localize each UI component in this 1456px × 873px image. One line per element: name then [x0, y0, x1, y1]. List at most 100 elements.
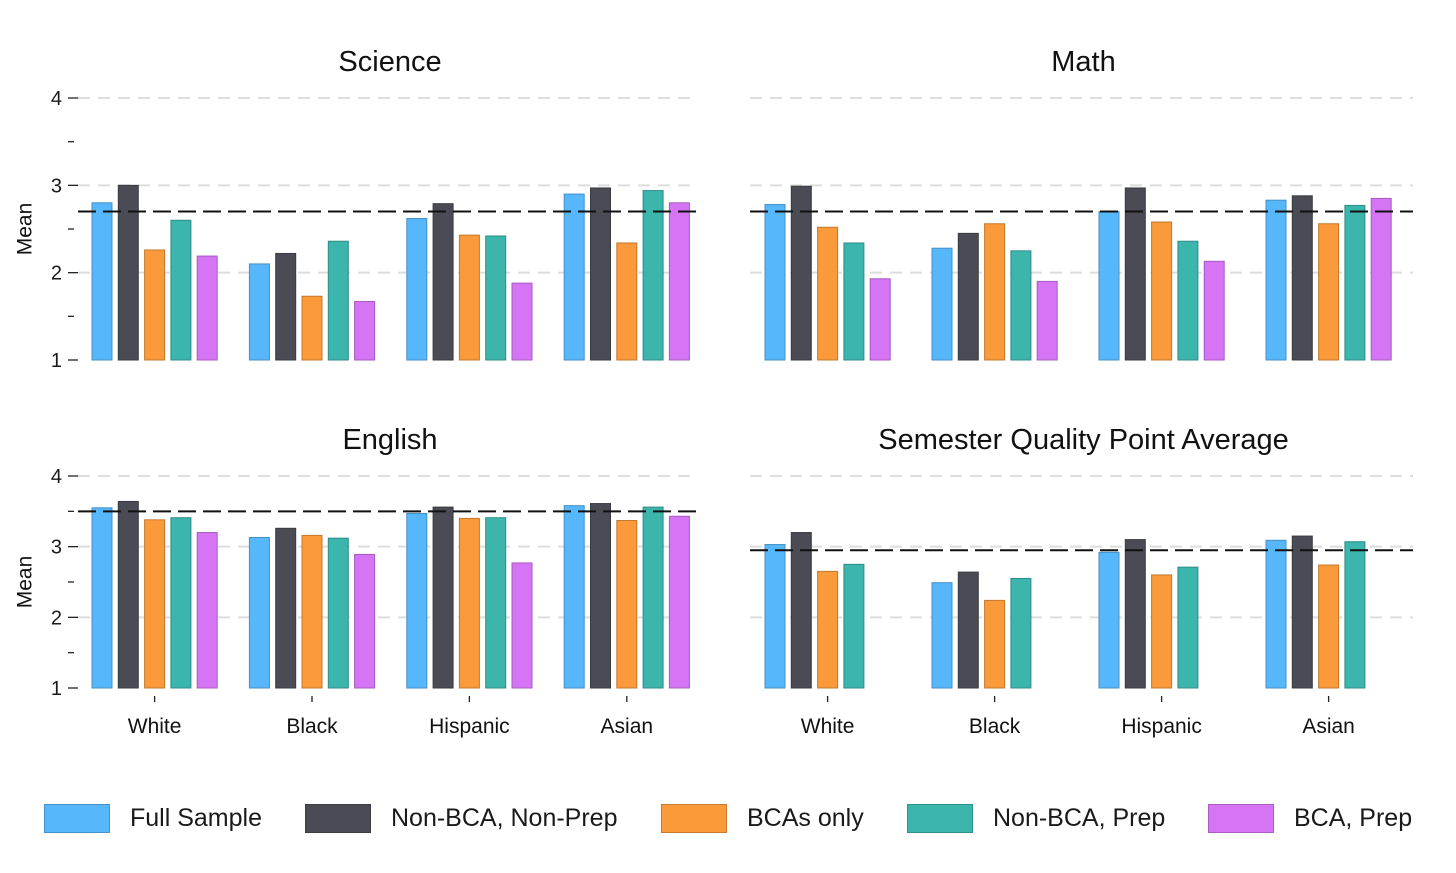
panel-3-xtick-label: Hispanic: [429, 715, 510, 738]
panel-1-bar-bcas-only: [616, 242, 638, 361]
legend-item-full-sample: Full Sample: [44, 790, 262, 846]
panel-4-xtick-label: Hispanic: [1121, 715, 1202, 738]
panel-1-bar-non-bca-prep: [642, 190, 664, 361]
legend-label-bcas-only: BCAs only: [747, 803, 864, 832]
panel-2-bar-non-bca-prep: [1177, 240, 1199, 361]
panel-2-bar-bca-prep: [1203, 260, 1225, 361]
panel-1-bar-non-bca-non-prep: [275, 252, 297, 361]
legend-item-non-bca-non-prep: Non-BCA, Non-Prep: [305, 790, 617, 846]
panel-1-ytick-label: 2: [51, 263, 62, 285]
panel-4-xtick-label: White: [801, 715, 855, 738]
panel-2-bar-non-bca-prep: [1010, 250, 1032, 361]
panel-3-bar-bcas-only: [616, 520, 638, 689]
panel-3-bar-full-sample: [91, 507, 113, 689]
legend-label-non-bca-prep: Non-BCA, Prep: [993, 803, 1166, 832]
panel-1-bar-non-bca-non-prep: [117, 184, 139, 361]
panel-2-bar-full-sample: [764, 204, 786, 361]
panel-1-ytick-label: 1: [51, 350, 62, 372]
panel-2-bar-full-sample: [1265, 199, 1287, 361]
panel-2-title: Math: [1051, 46, 1115, 78]
panel-3-ytick-label: 1: [51, 678, 62, 700]
panel-4-bar-non-bca-non-prep: [790, 532, 812, 689]
panel-2-bar-non-bca-non-prep: [790, 185, 812, 361]
panel-1-ytick-label: 4: [51, 88, 62, 110]
panel-1-bar-bca-prep: [354, 300, 376, 361]
panel-3-bar-non-bca-prep: [485, 517, 507, 689]
panel-2-bar-bcas-only: [984, 223, 1006, 361]
panel-4-bar-full-sample: [931, 582, 953, 689]
panel-3-xtick-label: Black: [286, 715, 338, 738]
panel-2-bar-full-sample: [1098, 211, 1120, 361]
panel-1-ylabel: Mean: [14, 203, 37, 256]
panel-1-bar-bca-prep: [511, 282, 533, 361]
panel-1-title: Science: [338, 46, 441, 78]
panel-4-title: Semester Quality Point Average: [878, 424, 1289, 456]
panel-4-bar-full-sample: [764, 544, 786, 689]
legend-swatch-non-bca-non-prep: [305, 803, 371, 833]
panel-3-bar-non-bca-non-prep: [432, 506, 454, 689]
panel-3-bar-bca-prep: [668, 515, 690, 689]
panel-3-bar-bcas-only: [144, 519, 166, 689]
panel-4-xtick-label: Black: [969, 715, 1021, 738]
panel-1-ytick-label: 3: [51, 175, 62, 197]
panel-3-bar-non-bca-prep: [327, 537, 349, 689]
panel-4-bar-bcas-only: [817, 570, 839, 689]
panel-2-bar-bca-prep: [1370, 197, 1392, 361]
panel-3-bar-bcas-only: [301, 534, 323, 689]
panel-4-bar-non-bca-non-prep: [957, 571, 979, 689]
panel-4-bar-non-bca-prep: [1010, 577, 1032, 689]
panel-3-title: English: [342, 424, 437, 456]
panel-2-bar-non-bca-non-prep: [1124, 187, 1146, 361]
panel-3-ytick-label: 2: [51, 607, 62, 629]
panel-4-bar-bcas-only: [1151, 574, 1173, 689]
legend-label-bca-prep: BCA, Prep: [1294, 803, 1413, 832]
panel-1-bar-non-bca-non-prep: [590, 187, 611, 361]
panel-1-bar-bcas-only: [301, 295, 323, 361]
panel-3-bar-full-sample: [248, 536, 270, 689]
panel-2-bar-bca-prep: [869, 278, 891, 361]
legend: Full Sample Non-BCA, Non-Prep BCAs only …: [0, 790, 1456, 846]
legend-swatch-bcas-only: [661, 803, 727, 833]
panel-3-ytick-label: 3: [51, 537, 62, 559]
panel-3-ylabel: Mean: [14, 556, 37, 609]
legend-label-non-bca-non-prep: Non-BCA, Non-Prep: [391, 803, 618, 832]
panel-4-bar-non-bca-non-prep: [1124, 539, 1146, 689]
panel-2-bar-non-bca-prep: [1344, 204, 1366, 361]
panel-3-xtick-label: White: [128, 715, 182, 738]
panel-3-bar-bca-prep: [511, 562, 533, 689]
legend-swatch-non-bca-prep: [907, 803, 973, 833]
panel-3-xtick-label: Asian: [601, 715, 654, 738]
panel-2-bar-bca-prep: [1036, 280, 1058, 361]
panel-3-bar-non-bca-non-prep: [275, 527, 297, 689]
panel-2-bar-bcas-only: [1318, 223, 1340, 361]
legend-item-bca-prep: BCA, Prep: [1208, 790, 1412, 846]
legend-item-non-bca-prep: Non-BCA, Prep: [907, 790, 1165, 846]
panel-4-bar-bcas-only: [984, 599, 1006, 689]
panel-2-bar-non-bca-non-prep: [957, 232, 979, 361]
panel-4-xtick-label: Asian: [1302, 715, 1355, 738]
panel-3-bar-full-sample: [406, 512, 428, 689]
panel-1-bar-non-bca-non-prep: [432, 203, 454, 361]
panel-2-bar-full-sample: [931, 247, 953, 361]
panel-4-bar-non-bca-non-prep: [1291, 535, 1313, 689]
panel-4-bar-non-bca-prep: [1177, 566, 1199, 689]
panel-2-bar-bcas-only: [817, 226, 839, 361]
panel-3-ytick-label: 4: [51, 466, 62, 488]
panel-4-bar-bcas-only: [1318, 564, 1340, 689]
panel-4-bar-non-bca-prep: [843, 563, 865, 689]
panel-1-bar-full-sample: [406, 218, 428, 361]
legend-label-full-sample: Full Sample: [130, 803, 262, 832]
panel-2-bar-bcas-only: [1151, 221, 1173, 361]
panel-1-bar-bca-prep: [668, 202, 690, 361]
panel-1-bar-bcas-only: [458, 234, 480, 361]
panel-4-bar-full-sample: [1098, 551, 1120, 689]
panel-4-bar-full-sample: [1265, 539, 1287, 689]
panel-1-bar-full-sample: [248, 263, 270, 361]
panel-1-bar-bca-prep: [196, 255, 218, 361]
panel-3-bar-non-bca-non-prep: [590, 503, 611, 689]
panel-3-bar-full-sample: [563, 505, 585, 689]
legend-swatch-bca-prep: [1208, 803, 1274, 833]
panel-1-bar-full-sample: [91, 202, 113, 361]
panel-1-bar-non-bca-prep: [485, 235, 507, 361]
